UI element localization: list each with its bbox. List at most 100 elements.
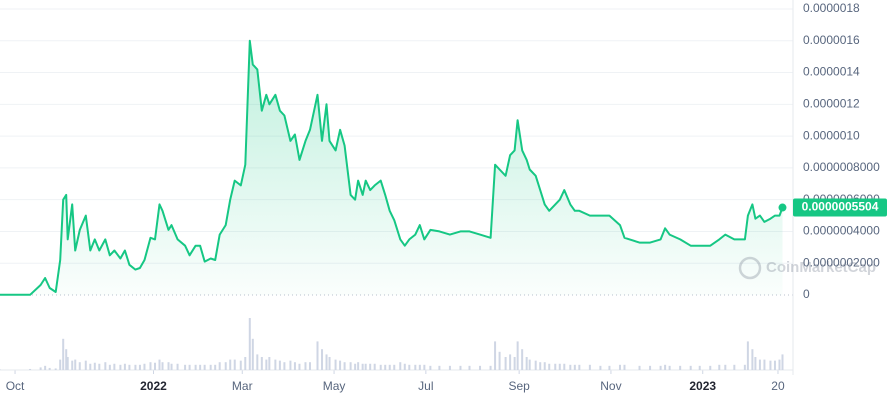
volume-bar	[373, 363, 376, 370]
volume-bar	[349, 362, 352, 370]
volume-bar	[504, 357, 507, 370]
volume-bar	[498, 351, 501, 370]
x-tick-label: Jul	[418, 379, 433, 393]
y-tick-label: 0.0000008000	[803, 160, 880, 174]
volume-bar	[679, 365, 682, 370]
volume-bar	[516, 341, 519, 370]
volume-bar	[170, 363, 173, 370]
volume-bar	[316, 341, 319, 370]
volume-bar	[379, 364, 382, 370]
volume-bar	[283, 362, 286, 370]
x-tick-label: Nov	[600, 379, 621, 393]
volume-bar	[158, 359, 161, 370]
volume-bar	[588, 364, 591, 370]
volume-bar	[293, 362, 296, 370]
volume-bar	[308, 362, 311, 370]
volume-bar	[218, 362, 221, 370]
watermark-logo	[738, 256, 762, 280]
volume-bar	[224, 362, 227, 370]
volume-bar	[384, 364, 387, 370]
y-tick-label: 0.0000004000	[803, 224, 880, 238]
volume-bar	[339, 360, 342, 370]
volume-bar	[608, 365, 611, 370]
volume-bar	[298, 363, 301, 370]
volume-bar	[138, 364, 141, 370]
volume-bar	[513, 357, 516, 370]
volume-bar	[459, 365, 462, 370]
volume-bar	[558, 363, 561, 370]
volume-bar	[724, 364, 727, 370]
volume-bar	[751, 349, 754, 370]
volume-bar	[649, 365, 652, 370]
y-tick-label: 0.0000014	[803, 65, 860, 79]
volume-bar	[599, 365, 602, 370]
volume-bar	[479, 365, 482, 370]
volume-bar	[328, 357, 331, 370]
volume-bar	[98, 363, 101, 370]
volume-bar	[289, 360, 292, 370]
volume-bar	[113, 363, 116, 370]
grid	[0, 8, 793, 374]
volume-bar	[414, 364, 417, 370]
y-tick-label: 0.0000010	[803, 128, 860, 142]
volume-bar	[573, 364, 576, 370]
volume-bar	[448, 365, 451, 370]
volume-bar	[194, 364, 197, 370]
volume-bar	[233, 359, 236, 370]
volume-bar	[494, 341, 497, 370]
plot	[0, 39, 787, 370]
price-badge	[793, 198, 887, 217]
volume-bar	[149, 362, 152, 370]
volume-bar	[769, 360, 772, 370]
volume-bar	[369, 363, 372, 370]
volume-bar	[534, 360, 537, 370]
volume-bar	[65, 349, 68, 370]
volume-bar	[618, 364, 621, 370]
volume-bar	[393, 364, 396, 370]
volume-bar	[48, 367, 51, 370]
volume-bar	[199, 364, 202, 370]
volume-bar	[743, 364, 746, 370]
volume-bar	[718, 364, 721, 370]
volume-bar	[93, 362, 96, 370]
volume-bar	[668, 365, 671, 370]
price-line	[0, 39, 784, 296]
volume-bar	[54, 368, 57, 370]
volume-bar	[39, 367, 42, 370]
volume-bar	[274, 359, 277, 370]
volume-bar	[84, 360, 87, 370]
volume-bar	[134, 364, 137, 370]
y-tick-label: 0.0000012	[803, 97, 860, 111]
volume-bar	[468, 365, 471, 370]
volume-bar	[364, 363, 367, 370]
volume-bar	[59, 359, 62, 370]
volume-bar	[399, 362, 402, 370]
labels: 00.00000020000.00000040000.00000060000.0…	[6, 1, 887, 393]
volume-bar	[265, 359, 268, 370]
volume-bar	[143, 363, 146, 370]
volume-bar	[278, 360, 281, 370]
volume-bar	[543, 362, 546, 370]
volume-bar	[334, 359, 337, 370]
volume-bar	[509, 354, 512, 370]
volume-bar	[698, 365, 701, 370]
volume-bar	[229, 359, 232, 370]
volume-bar	[689, 365, 692, 370]
volume-bar	[29, 368, 32, 370]
volume-bar	[778, 359, 781, 370]
x-tick-label: Mar	[232, 379, 253, 393]
volume-bar	[773, 360, 776, 370]
volume-bar	[408, 364, 411, 370]
volume-bar	[388, 364, 391, 370]
x-tick-label: 20	[771, 379, 785, 393]
volume-bar	[62, 338, 65, 370]
volume-bar	[78, 362, 81, 370]
volume-bar	[167, 362, 170, 370]
volume-bar	[763, 359, 766, 370]
volume-bar	[539, 362, 542, 370]
volume-bar	[521, 349, 524, 370]
volume-bar	[403, 363, 406, 370]
volume-bar	[123, 363, 126, 370]
volume-bar	[659, 365, 662, 370]
volume-bar	[325, 354, 328, 370]
